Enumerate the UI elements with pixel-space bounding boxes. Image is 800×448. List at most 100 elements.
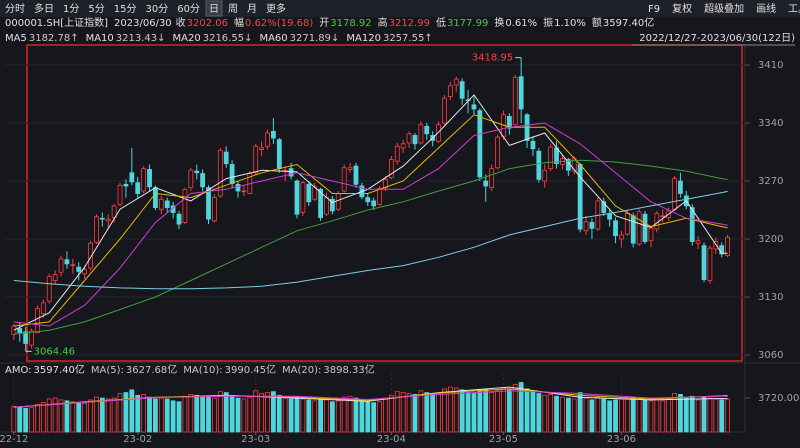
volume-bar bbox=[459, 389, 465, 433]
volume-bar bbox=[147, 396, 152, 433]
volume-bar bbox=[654, 399, 660, 433]
candle-body bbox=[394, 145, 400, 162]
candle-body bbox=[341, 167, 347, 192]
volume-bar bbox=[542, 394, 548, 433]
period-tab[interactable]: 更多 bbox=[266, 2, 286, 15]
candle-body bbox=[689, 207, 695, 242]
ma-legend-name: MA120 bbox=[346, 33, 381, 44]
candle-body bbox=[147, 169, 152, 188]
field-value: 3177.99 bbox=[447, 18, 488, 29]
field-label: 低 bbox=[436, 16, 446, 29]
tool-button[interactable]: 复权 bbox=[672, 2, 692, 15]
field-value: 3202.06 bbox=[187, 18, 228, 29]
volume-bar bbox=[483, 388, 489, 433]
candle-body bbox=[64, 259, 70, 265]
candle-body bbox=[223, 151, 229, 165]
field-label: 幅 bbox=[234, 16, 244, 29]
volume-bar bbox=[223, 392, 229, 433]
volume-bar bbox=[377, 401, 382, 433]
volume-bar bbox=[725, 398, 731, 433]
volume-bar bbox=[46, 398, 52, 433]
field-label: 换 bbox=[494, 16, 504, 29]
volume-bar bbox=[678, 394, 683, 433]
period-tab[interactable]: 1分 bbox=[63, 3, 79, 15]
volume-bar bbox=[560, 396, 565, 433]
candle-body bbox=[388, 159, 394, 179]
candle-body bbox=[153, 187, 158, 208]
candle-body bbox=[94, 216, 99, 243]
candle-body bbox=[29, 330, 34, 346]
volume-bar bbox=[17, 406, 23, 433]
candle-body bbox=[235, 183, 241, 192]
volume-bar bbox=[442, 388, 447, 433]
period-tab[interactable]: 分时 bbox=[5, 3, 25, 15]
period-tab[interactable]: 多日 bbox=[34, 2, 54, 15]
x-tick-label: 23-02 bbox=[123, 434, 152, 445]
period-tab[interactable]: 日 bbox=[209, 4, 219, 15]
tool-button[interactable]: 画线 bbox=[756, 2, 776, 15]
volume-bar bbox=[583, 397, 589, 433]
period-tab[interactable]: 5分 bbox=[88, 3, 104, 15]
volume-bar bbox=[182, 395, 188, 433]
volume-bar bbox=[660, 400, 666, 433]
tool-button[interactable]: 超级叠加 bbox=[704, 2, 744, 15]
candle-body bbox=[530, 140, 536, 150]
period-tab[interactable]: 周 bbox=[228, 3, 238, 15]
x-tick-label: 23-03 bbox=[241, 434, 270, 445]
field-value: 3212.99 bbox=[389, 18, 430, 29]
candle-body bbox=[164, 200, 170, 208]
candle-body bbox=[40, 302, 46, 315]
candle-body bbox=[577, 164, 583, 230]
period-tab[interactable]: 60分 bbox=[177, 3, 200, 15]
volume-bar bbox=[105, 398, 111, 433]
volume-bar bbox=[212, 397, 217, 433]
volume-bar bbox=[70, 401, 76, 433]
candle-body bbox=[725, 236, 731, 257]
candle-body bbox=[506, 116, 512, 129]
ma-legend-name: MA5 bbox=[5, 33, 27, 44]
volume-bar bbox=[518, 382, 524, 433]
tool-button[interactable]: 工具 bbox=[788, 3, 800, 15]
ma-line bbox=[13, 114, 728, 327]
candle-body bbox=[300, 182, 306, 213]
volume-bar bbox=[524, 388, 530, 433]
volume-bar bbox=[607, 400, 613, 433]
volume-bar bbox=[453, 387, 459, 433]
volume-bar bbox=[495, 390, 500, 433]
volume-bar bbox=[536, 393, 542, 433]
volume-bar bbox=[477, 389, 483, 433]
volume-bar bbox=[123, 392, 129, 433]
candle-body bbox=[117, 184, 123, 205]
volume-bar bbox=[447, 386, 453, 433]
period-tab[interactable]: 月 bbox=[247, 3, 257, 15]
min-annotation: 3064.46 bbox=[34, 346, 75, 357]
ma-legend-value: 3257.55↑ bbox=[383, 33, 433, 44]
field-label: 开 bbox=[319, 18, 329, 29]
volume-bar bbox=[394, 391, 400, 433]
candle-body bbox=[82, 269, 88, 275]
selection-frame bbox=[26, 44, 743, 362]
candle-body bbox=[99, 217, 105, 220]
volume-bar bbox=[418, 390, 424, 433]
tool-button[interactable]: F9 bbox=[648, 4, 660, 15]
toolbar bbox=[0, 0, 800, 17]
volume-bar bbox=[324, 399, 329, 433]
period-tab[interactable]: 15分 bbox=[114, 3, 137, 15]
ma-legend-name: MA60 bbox=[259, 33, 287, 44]
candle-body bbox=[489, 168, 495, 189]
volume-bar bbox=[306, 399, 312, 433]
max-annotation: 3418.95 bbox=[472, 53, 513, 64]
candle-body bbox=[23, 331, 29, 344]
volume-bar bbox=[194, 394, 200, 433]
volume-ma-value: 3990.45亿 bbox=[225, 363, 276, 376]
candle-body bbox=[607, 213, 613, 220]
field-label: 高 bbox=[378, 16, 388, 29]
candle-body bbox=[636, 211, 642, 245]
volume-ma-value: 3627.68亿 bbox=[126, 363, 177, 376]
candle-body bbox=[365, 197, 371, 203]
volume-bar bbox=[270, 391, 276, 433]
period-tab[interactable]: 30分 bbox=[145, 3, 168, 15]
candle-body bbox=[672, 178, 677, 210]
volume-bar bbox=[158, 397, 164, 433]
